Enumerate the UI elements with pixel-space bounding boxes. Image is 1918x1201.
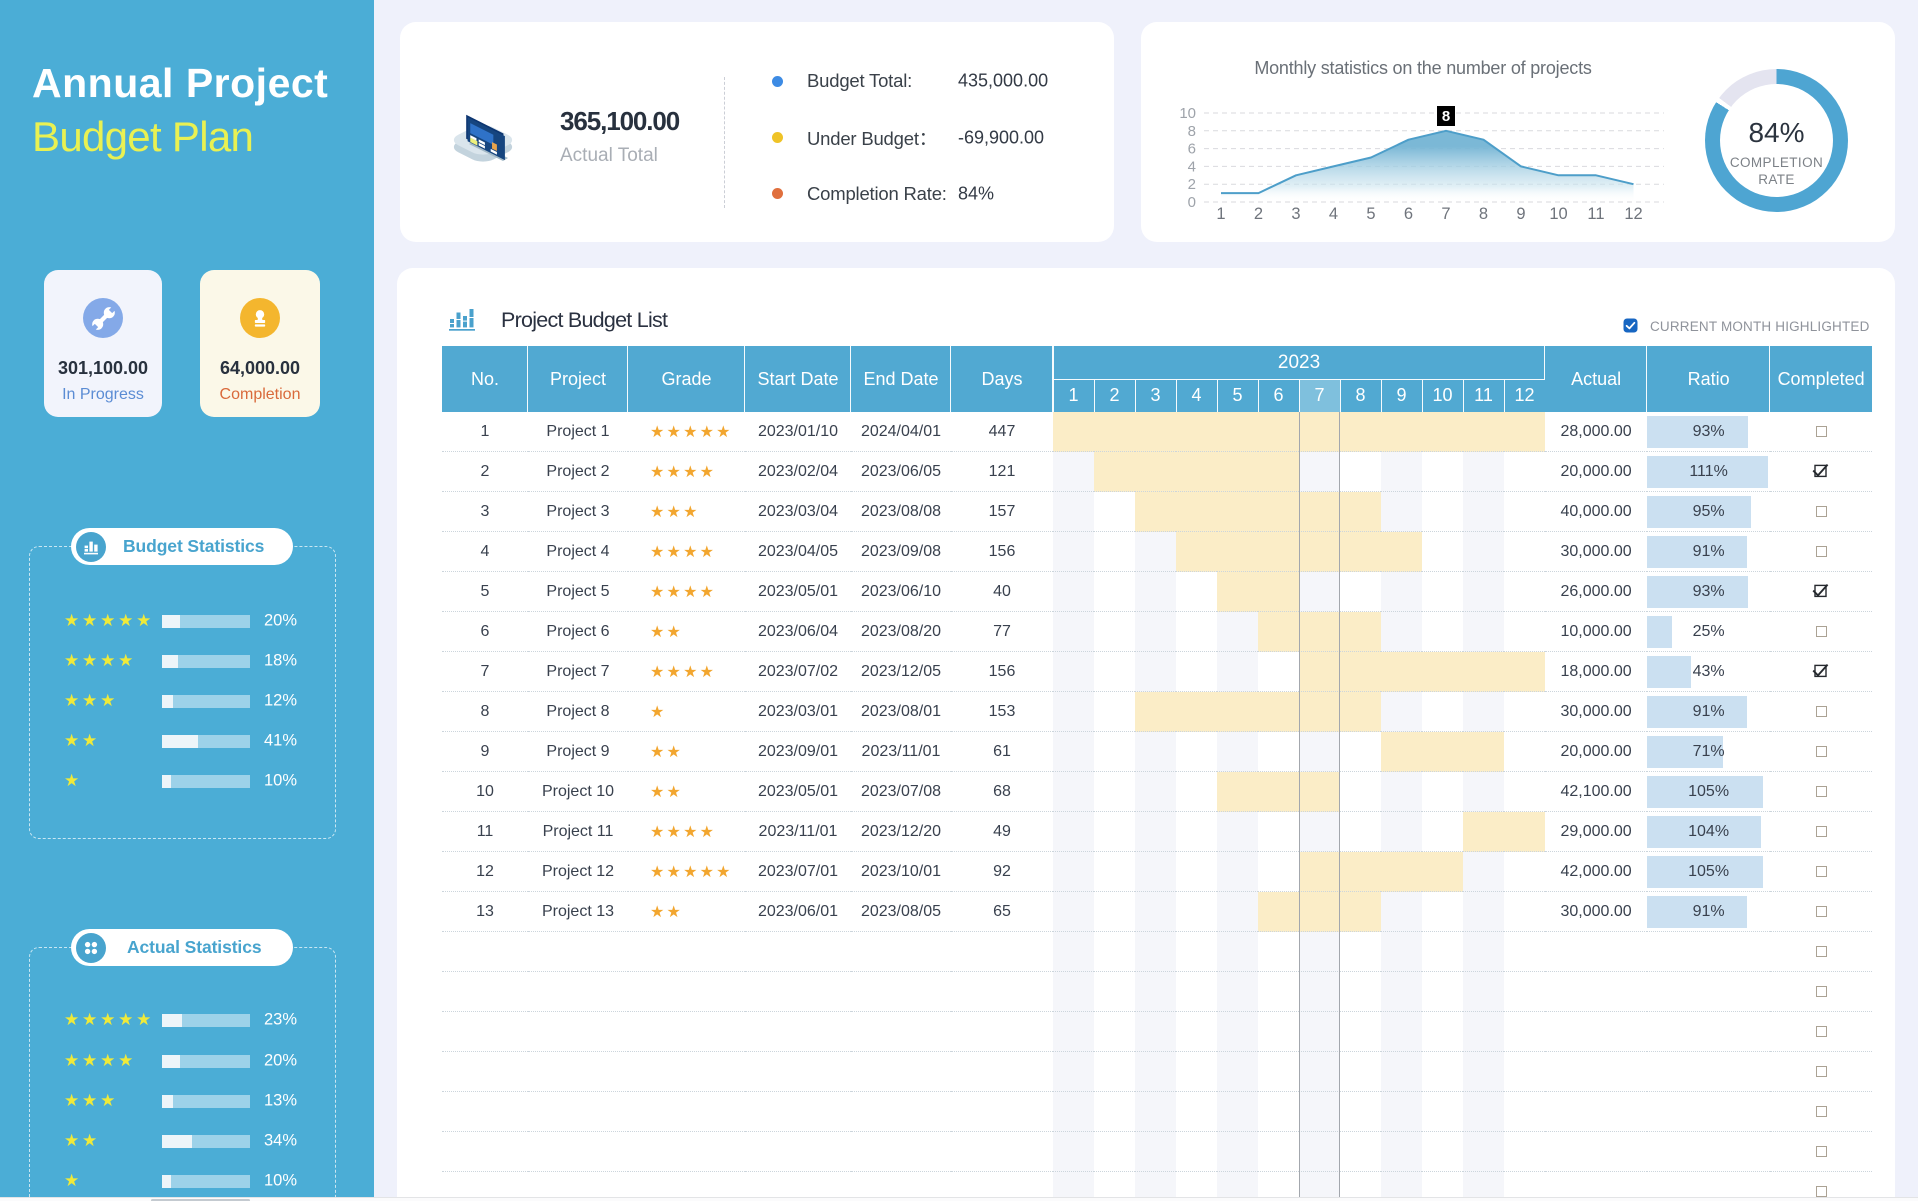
svg-text:8: 8 — [1479, 205, 1488, 223]
svg-text:10: 10 — [1179, 105, 1196, 122]
svg-text:8: 8 — [1442, 108, 1450, 125]
svg-text:12: 12 — [1624, 205, 1642, 223]
svg-text:9: 9 — [1516, 205, 1525, 223]
svg-text:6: 6 — [1404, 205, 1413, 223]
svg-text:2: 2 — [1188, 176, 1196, 193]
svg-text:7: 7 — [1441, 205, 1450, 223]
svg-text:3: 3 — [1291, 205, 1300, 223]
svg-text:6: 6 — [1188, 141, 1196, 158]
svg-text:5: 5 — [1366, 205, 1375, 223]
svg-text:4: 4 — [1188, 158, 1196, 175]
svg-text:11: 11 — [1587, 205, 1604, 223]
svg-text:2: 2 — [1254, 205, 1263, 223]
svg-text:1: 1 — [1216, 205, 1225, 223]
svg-text:0: 0 — [1188, 194, 1196, 211]
svg-text:8: 8 — [1188, 123, 1196, 140]
svg-text:10: 10 — [1549, 205, 1567, 223]
svg-text:4: 4 — [1329, 205, 1338, 223]
